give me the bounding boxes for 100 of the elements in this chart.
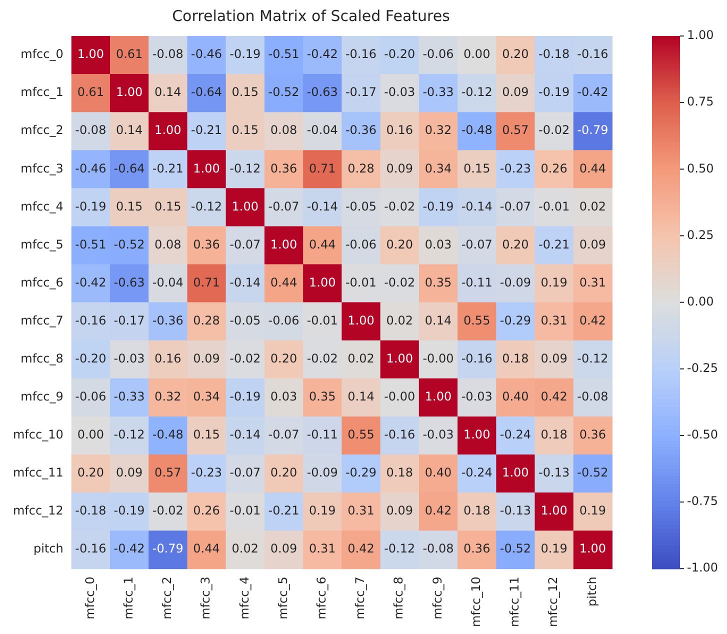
x-tick-label: mfcc_3 bbox=[198, 576, 213, 620]
data-label: 0.55 bbox=[348, 428, 374, 442]
data-label: 1.00 bbox=[193, 161, 220, 176]
y-tick-label: pitch bbox=[34, 542, 64, 556]
data-label: 0.15 bbox=[232, 123, 259, 138]
x-tick-label: mfcc_10 bbox=[468, 576, 483, 628]
data-label: 0.42 bbox=[348, 542, 374, 556]
data-label: -0.48 bbox=[152, 428, 184, 442]
y-tick-label: mfcc_3 bbox=[20, 161, 64, 176]
x-tick-label: mfcc_9 bbox=[430, 576, 444, 620]
data-label: 0.36 bbox=[270, 161, 298, 176]
data-label: 0.15 bbox=[232, 85, 259, 100]
data-label: -0.52 bbox=[268, 85, 300, 100]
data-label: 0.44 bbox=[579, 161, 606, 176]
data-label: 0.36 bbox=[193, 237, 220, 252]
data-label: -0.02 bbox=[538, 123, 570, 138]
data-label: -0.16 bbox=[577, 47, 608, 62]
data-label: -0.63 bbox=[306, 85, 338, 100]
data-label: 0.57 bbox=[502, 123, 529, 138]
data-label: -0.06 bbox=[75, 390, 106, 404]
data-label: 0.02 bbox=[386, 313, 413, 328]
data-label: 0.20 bbox=[77, 466, 104, 480]
data-label: -0.17 bbox=[345, 85, 377, 100]
data-label: -0.14 bbox=[461, 199, 492, 214]
data-label: 0.14 bbox=[116, 123, 143, 138]
data-label: 0.32 bbox=[424, 123, 452, 138]
data-label: -0.12 bbox=[114, 428, 145, 442]
data-label: -0.02 bbox=[152, 504, 184, 518]
data-label: -0.29 bbox=[500, 313, 531, 328]
data-label: 0.15 bbox=[116, 199, 143, 214]
data-label: -0.12 bbox=[384, 542, 416, 556]
data-label: 0.03 bbox=[270, 390, 298, 404]
data-label: -0.05 bbox=[230, 313, 261, 328]
data-label: 0.09 bbox=[386, 161, 413, 176]
data-label: -0.02 bbox=[384, 275, 416, 290]
data-label: 0.18 bbox=[463, 504, 490, 518]
data-label: 0.36 bbox=[579, 428, 606, 442]
data-label: -0.42 bbox=[75, 275, 106, 290]
color-bar-label: 0.50 bbox=[687, 161, 714, 176]
data-label: 0.61 bbox=[77, 85, 104, 100]
data-label: 1.00 bbox=[309, 275, 336, 290]
data-label: 0.20 bbox=[270, 466, 298, 480]
data-label: 0.18 bbox=[386, 466, 413, 480]
data-label: -0.16 bbox=[345, 47, 377, 62]
data-label: 0.19 bbox=[540, 542, 568, 556]
data-label: -0.36 bbox=[152, 313, 184, 328]
data-label: 0.71 bbox=[193, 275, 220, 290]
y-tick-label: mfcc_10 bbox=[12, 428, 64, 442]
data-label: -0.00 bbox=[422, 352, 454, 366]
y-tick-label: mfcc_8 bbox=[20, 352, 64, 366]
data-label: 0.16 bbox=[386, 123, 413, 138]
color-bar-label: -0.75 bbox=[687, 494, 718, 508]
data-label: 1.00 bbox=[386, 352, 413, 366]
data-label: 0.09 bbox=[270, 542, 298, 556]
data-label: 0.14 bbox=[154, 85, 182, 100]
data-label: 0.15 bbox=[463, 161, 490, 176]
data-label: -0.63 bbox=[114, 275, 145, 290]
data-label: 0.14 bbox=[348, 390, 374, 404]
data-label: 0.40 bbox=[502, 390, 529, 404]
data-label: 0.18 bbox=[502, 352, 529, 366]
data-label: -0.03 bbox=[384, 85, 416, 100]
data-label: 0.09 bbox=[502, 85, 529, 100]
data-label: 0.31 bbox=[579, 275, 606, 290]
data-label: -0.03 bbox=[114, 352, 145, 366]
data-label: -0.21 bbox=[268, 504, 300, 518]
data-label: 0.31 bbox=[348, 504, 374, 518]
data-label: -0.16 bbox=[461, 352, 492, 366]
data-label: -0.51 bbox=[268, 47, 300, 62]
data-label: -0.19 bbox=[230, 47, 261, 62]
data-label: 0.15 bbox=[193, 428, 220, 442]
data-label: -0.08 bbox=[577, 390, 608, 404]
data-label: 0.42 bbox=[579, 313, 606, 328]
data-label: -0.07 bbox=[230, 466, 261, 480]
data-label: -0.79 bbox=[577, 123, 608, 138]
data-label: -0.07 bbox=[268, 199, 300, 214]
data-label: -0.01 bbox=[230, 504, 261, 518]
color-bar-label: -1.00 bbox=[687, 560, 718, 575]
data-label: -0.12 bbox=[230, 161, 261, 176]
data-label: 0.57 bbox=[154, 466, 182, 480]
data-label: -0.01 bbox=[306, 313, 338, 328]
data-label: 0.02 bbox=[579, 199, 606, 214]
x-tick-label: mfcc_4 bbox=[237, 576, 252, 620]
data-label: -0.16 bbox=[75, 313, 106, 328]
data-label: -0.08 bbox=[75, 123, 106, 138]
data-label: -0.12 bbox=[461, 85, 492, 100]
data-label: 1.00 bbox=[270, 237, 298, 252]
data-label: -0.13 bbox=[500, 504, 531, 518]
data-label: 1.00 bbox=[424, 390, 452, 404]
data-label: 1.00 bbox=[579, 542, 606, 556]
x-tick-label: mfcc_5 bbox=[276, 576, 290, 620]
data-label: -0.21 bbox=[538, 237, 570, 252]
data-label: -0.19 bbox=[114, 504, 145, 518]
color-bar-label: -0.50 bbox=[687, 428, 718, 442]
data-label: 0.26 bbox=[193, 504, 220, 518]
data-label: -0.33 bbox=[114, 390, 145, 404]
data-label: -0.23 bbox=[500, 161, 531, 176]
data-label: -0.36 bbox=[345, 123, 377, 138]
data-label: -0.07 bbox=[500, 199, 531, 214]
data-label: 0.18 bbox=[540, 428, 568, 442]
data-label: -0.16 bbox=[384, 428, 416, 442]
